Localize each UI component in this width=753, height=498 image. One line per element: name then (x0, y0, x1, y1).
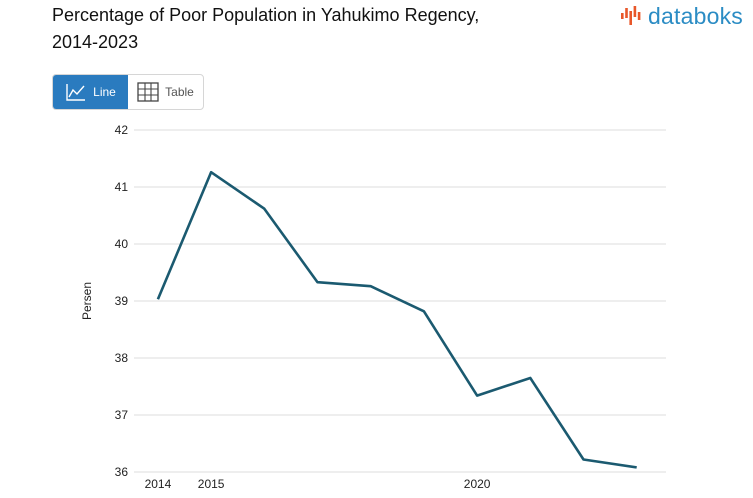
table-view-button[interactable]: Table (128, 75, 203, 109)
view-toggle: Line Table (52, 74, 204, 110)
data-point[interactable] (205, 166, 217, 178)
x-tick-label: 2015 (198, 477, 225, 491)
brand-name: databoks (648, 2, 743, 29)
chart-title-line-1: Percentage of Poor Population in Yahukim… (52, 5, 480, 25)
brand-logo[interactable]: databoks (620, 2, 743, 30)
y-tick-label: 41 (115, 180, 129, 194)
data-point[interactable] (152, 293, 164, 305)
data-point[interactable] (312, 276, 324, 288)
data-point[interactable] (524, 372, 536, 384)
y-tick-labels: 36 37 38 39 40 41 42 (115, 123, 129, 479)
y-tick-label: 42 (115, 123, 129, 137)
chart-title-line-2: 2014-2023 (52, 32, 139, 52)
y-tick-label: 39 (115, 294, 129, 308)
line-view-label: Line (93, 85, 116, 99)
x-tick-label: 2020 (464, 477, 491, 491)
chart-title: Percentage of Poor Population in Yahukim… (52, 2, 572, 56)
x-tick-label: 2014 (145, 477, 172, 491)
y-tick-label: 38 (115, 351, 129, 365)
y-tick-label: 37 (115, 408, 129, 422)
table-view-label: Table (165, 85, 194, 99)
line-view-button[interactable]: Line (53, 75, 128, 109)
table-grid-icon (137, 82, 159, 102)
data-point[interactable] (258, 203, 270, 215)
data-point[interactable] (365, 280, 377, 292)
y-tick-label: 40 (115, 237, 129, 251)
line-chart-icon (66, 84, 86, 101)
x-tick-labels: 2014 2015 2020 (145, 477, 491, 491)
data-point[interactable] (471, 390, 483, 402)
series-line[interactable] (156, 170, 637, 469)
data-series (152, 166, 643, 473)
data-point[interactable] (631, 461, 643, 473)
y-tick-label: 36 (115, 465, 129, 479)
databoks-logo-icon (621, 6, 641, 25)
data-point[interactable] (578, 453, 590, 465)
y-axis-title: Persen (80, 282, 94, 320)
data-point[interactable] (418, 305, 430, 317)
